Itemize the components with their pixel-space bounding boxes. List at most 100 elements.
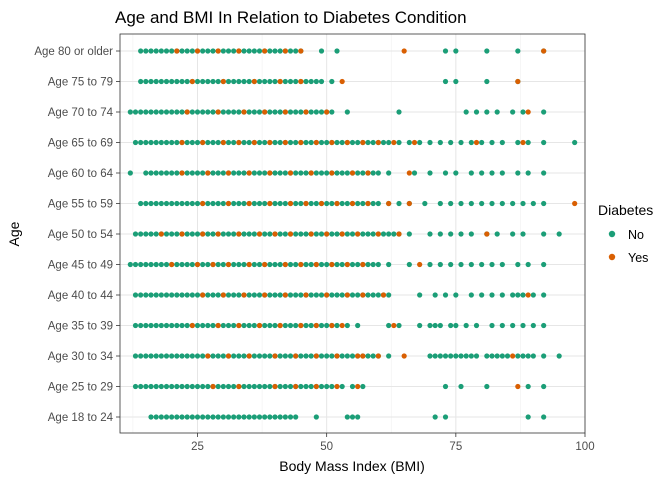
point-no [303,322,309,329]
point-no [277,261,283,268]
point-no [530,353,536,359]
point-no [241,170,247,176]
point-no [520,353,526,359]
point-no [427,322,433,329]
point-no [355,261,361,268]
point-no [308,200,314,207]
point-no [334,292,340,298]
point-no [246,139,252,146]
point-no [210,48,216,54]
point-yes [313,261,319,268]
point-no [200,414,206,420]
point-yes [324,109,330,115]
point-no [246,383,252,390]
point-yes [215,322,221,329]
point-no [153,322,159,329]
point-no [411,170,418,176]
point-yes [246,200,252,207]
point-no [479,170,485,176]
point-yes [406,200,412,207]
legend-title: Diabetes [598,202,653,218]
point-no [236,200,242,207]
point-yes [267,139,273,146]
point-yes [282,261,288,268]
point-no [468,261,474,268]
point-no [194,322,201,329]
point-no [210,414,216,420]
point-no [132,383,139,390]
point-no [355,414,361,420]
point-yes [210,383,216,390]
point-no [132,322,139,329]
point-no [437,200,443,207]
point-yes [236,48,242,54]
point-no [200,48,206,54]
point-no [256,48,263,54]
y-tick-label: Age 60 to 64 [48,168,114,180]
point-no [463,109,469,115]
point-yes [189,322,195,329]
point-no [169,139,175,146]
point-yes [246,353,252,359]
point-no [169,292,175,298]
point-no [205,322,211,329]
point-yes [179,139,185,146]
point-no [453,48,459,54]
point-no [406,139,412,146]
point-no [324,139,330,146]
point-no [334,170,340,176]
point-no [205,414,211,420]
point-yes [525,109,531,115]
point-no [324,322,330,329]
point-no [437,231,443,237]
point-yes [298,261,304,268]
point-no [375,261,381,268]
legend: Diabetes No Yes [598,202,653,265]
point-no [308,383,314,390]
point-no [370,292,376,298]
point-no [210,200,216,207]
point-no [432,353,438,359]
point-no [256,414,263,420]
point-no [293,109,299,115]
point-no [442,414,449,420]
point-yes [334,353,340,359]
point-no [174,322,180,329]
point-no [272,414,278,420]
point-no [225,139,232,146]
point-no [272,139,278,146]
point-no [277,383,283,390]
point-no [143,139,149,146]
point-no [308,78,314,85]
point-no [365,261,371,268]
point-yes [220,139,226,146]
point-no [225,383,232,390]
point-no [349,353,356,359]
point-no [215,261,221,268]
point-yes [256,322,263,329]
point-no [458,200,464,207]
point-no [541,170,547,176]
point-no [293,48,299,54]
point-no [448,200,454,207]
point-no [525,353,531,359]
point-no [572,139,578,146]
point-yes [256,231,263,237]
point-no [169,322,175,329]
point-no [437,139,443,146]
point-no [520,292,526,298]
point-yes [360,261,366,268]
y-tick-label: Age 50 to 54 [48,229,114,241]
point-no [386,231,392,237]
point-yes [200,231,206,237]
point-yes [194,261,201,268]
point-no [158,353,164,359]
point-no [220,353,226,359]
point-yes [293,353,299,359]
point-no [143,200,149,207]
point-yes [303,292,309,298]
point-no [339,292,345,298]
point-no [194,414,201,420]
point-no [225,78,232,85]
point-no [184,170,190,176]
